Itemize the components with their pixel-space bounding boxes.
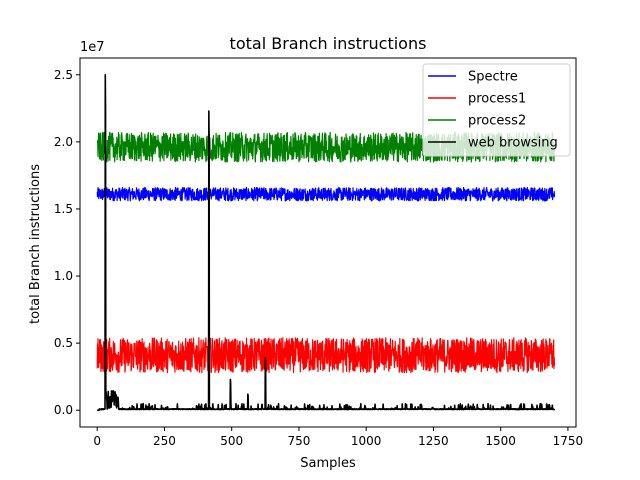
x-tick-label: 1500 xyxy=(485,434,516,448)
x-tick-label: 250 xyxy=(153,434,176,448)
x-tick-label: 1750 xyxy=(553,434,584,448)
y-tick-label: 1.0 xyxy=(54,269,73,283)
x-tick-label: 500 xyxy=(220,434,243,448)
legend: Spectre process1 process2 web browsing xyxy=(422,63,571,157)
plot-frame xyxy=(79,57,577,428)
series-line-spectre xyxy=(96,186,556,202)
legend-label: process1 xyxy=(468,92,526,107)
x-tick-label: 750 xyxy=(287,434,310,448)
y-axis-label: total Branch instructions xyxy=(28,164,43,324)
x-axis-label: Samples xyxy=(300,456,356,471)
x-tick-label: 1250 xyxy=(418,434,449,448)
legend-box xyxy=(422,63,571,157)
x-tick-label: 0 xyxy=(93,434,101,448)
series-line-web-browsing xyxy=(96,73,556,412)
series-line-process1 xyxy=(96,337,556,374)
y-tick-label: 0.5 xyxy=(54,336,73,350)
legend-label: web browsing xyxy=(468,136,558,151)
y-offset-label: 1e7 xyxy=(80,40,105,55)
y-tick-label: 0.0 xyxy=(54,403,73,417)
series-group xyxy=(96,73,556,412)
legend-label: process2 xyxy=(468,114,526,129)
y-tick-label: 2.5 xyxy=(54,68,73,82)
y-tick-label: 2.0 xyxy=(54,135,73,149)
y-tick-label: 1.5 xyxy=(54,202,73,216)
x-tick-label: 1000 xyxy=(351,434,382,448)
legend-label: Spectre xyxy=(468,70,518,85)
chart-title: total Branch instructions xyxy=(230,34,427,53)
axes: 0 250 500 750 1000 1250 1500 1750 0.0 0.5 1.0 1.5 2.… xyxy=(54,57,584,448)
